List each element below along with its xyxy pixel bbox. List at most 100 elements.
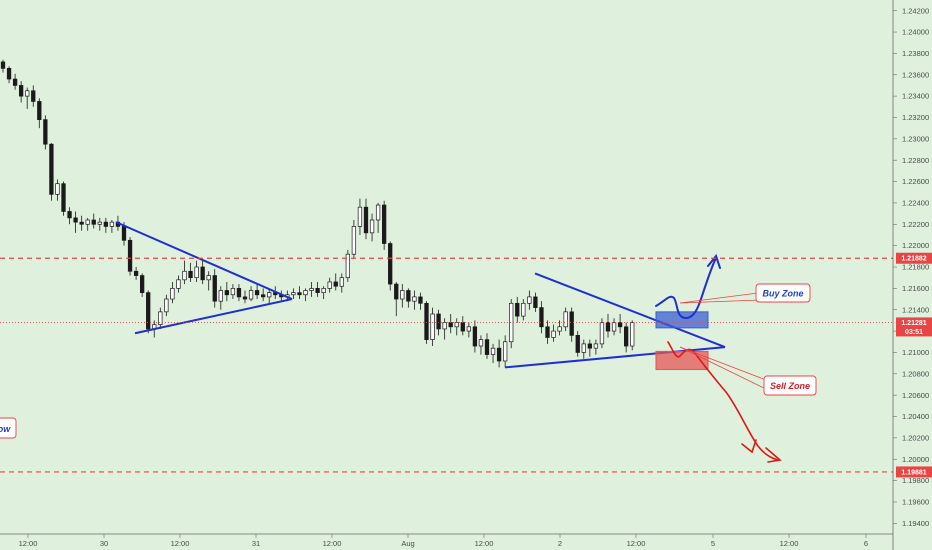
candle[interactable]: [164, 294, 169, 317]
candle[interactable]: [630, 320, 635, 351]
candle[interactable]: [146, 290, 151, 334]
candle[interactable]: [315, 281, 320, 297]
candle[interactable]: [351, 220, 357, 259]
candle[interactable]: [490, 343, 496, 364]
candle[interactable]: [194, 260, 199, 282]
candle[interactable]: [67, 207, 72, 225]
candle[interactable]: [496, 339, 502, 368]
candle[interactable]: [605, 313, 611, 338]
candle[interactable]: [140, 273, 145, 297]
left-triangle[interactable]: [115, 221, 293, 335]
candle[interactable]: [19, 81, 24, 103]
candle[interactable]: [363, 198, 369, 240]
candle[interactable]: [339, 273, 344, 293]
candle[interactable]: [327, 277, 332, 293]
candle[interactable]: [37, 98, 42, 129]
sell-zone-callout[interactable]: Sell Zone: [679, 346, 817, 396]
candle[interactable]: [551, 324, 556, 342]
candle[interactable]: [85, 217, 90, 231]
candle[interactable]: [309, 281, 314, 297]
candle[interactable]: [297, 286, 302, 300]
candle[interactable]: [357, 198, 363, 235]
candle[interactable]: [230, 284, 236, 300]
bearish-projection-arrow[interactable]: [667, 341, 779, 461]
candle[interactable]: [599, 318, 605, 349]
candle[interactable]: [430, 307, 435, 347]
candle[interactable]: [188, 262, 193, 282]
candle[interactable]: [406, 288, 411, 308]
candle[interactable]: [400, 284, 405, 308]
candle[interactable]: [472, 320, 478, 353]
candle[interactable]: [127, 237, 133, 276]
candle[interactable]: [0, 59, 6, 73]
candle[interactable]: [617, 313, 623, 334]
candle[interactable]: [563, 307, 568, 332]
candle[interactable]: [261, 288, 266, 302]
candle[interactable]: [418, 292, 423, 310]
candle[interactable]: [176, 275, 181, 293]
candle[interactable]: [345, 249, 350, 282]
candle[interactable]: [575, 331, 580, 357]
candle[interactable]: [303, 288, 308, 302]
candle[interactable]: [267, 288, 272, 304]
candle[interactable]: [55, 179, 60, 201]
candle[interactable]: [12, 73, 18, 90]
candle[interactable]: [291, 288, 296, 300]
candle[interactable]: [206, 271, 211, 291]
candle[interactable]: [103, 217, 109, 233]
candle[interactable]: [158, 307, 163, 329]
candle[interactable]: [321, 286, 326, 300]
candle[interactable]: [593, 339, 599, 355]
candle[interactable]: [388, 241, 393, 291]
candle[interactable]: [61, 181, 66, 216]
candle[interactable]: [212, 269, 217, 308]
candle[interactable]: [557, 320, 562, 336]
candle[interactable]: [611, 318, 617, 336]
candle[interactable]: [133, 267, 139, 280]
buy-zone-box[interactable]: [655, 311, 709, 329]
candle[interactable]: [569, 307, 574, 342]
candle[interactable]: [333, 273, 338, 291]
candle[interactable]: [254, 284, 260, 300]
candle[interactable]: [79, 215, 84, 231]
candle[interactable]: [466, 322, 471, 338]
price-axis[interactable]: 1.24200 1.24000 1.23800 1.23600 1.23400 1.232…: [892, 0, 932, 550]
candle[interactable]: [182, 260, 187, 285]
candle[interactable]: [43, 115, 48, 150]
candle[interactable]: [375, 202, 381, 233]
candle[interactable]: [91, 213, 96, 229]
candle[interactable]: [242, 290, 248, 304]
candle[interactable]: [484, 333, 490, 359]
candle[interactable]: [382, 200, 387, 250]
candle[interactable]: [97, 217, 102, 231]
candle[interactable]: [521, 299, 526, 321]
candle[interactable]: [587, 339, 592, 357]
candle[interactable]: [224, 281, 230, 302]
buy-zone-callout[interactable]: Buy Zone: [679, 283, 811, 304]
candle[interactable]: [394, 281, 399, 317]
time-axis[interactable]: 12:00 30 12:00 31 12:00 Aug 12:00 2 12:00 5 12:00 6: [0, 533, 893, 548]
candle[interactable]: [533, 292, 538, 312]
candle[interactable]: [478, 335, 484, 355]
candle[interactable]: [545, 320, 550, 344]
candle[interactable]: [73, 211, 78, 233]
candle[interactable]: [412, 290, 417, 310]
candle[interactable]: [200, 260, 205, 285]
candle[interactable]: [369, 213, 375, 242]
bullish-projection-arrow[interactable]: [655, 257, 717, 320]
candle[interactable]: [31, 85, 36, 107]
candle[interactable]: [539, 301, 544, 334]
candle[interactable]: [527, 290, 532, 310]
left-callout[interactable]: ow: [0, 417, 17, 439]
candle[interactable]: [248, 286, 254, 302]
candle[interactable]: [25, 87, 30, 109]
candle[interactable]: [515, 296, 520, 323]
candle[interactable]: [109, 220, 115, 233]
candle[interactable]: [623, 322, 629, 353]
candle[interactable]: [49, 143, 54, 201]
candle[interactable]: [6, 66, 12, 84]
candle[interactable]: [170, 281, 175, 304]
candle[interactable]: [581, 339, 586, 359]
candle[interactable]: [236, 284, 242, 302]
